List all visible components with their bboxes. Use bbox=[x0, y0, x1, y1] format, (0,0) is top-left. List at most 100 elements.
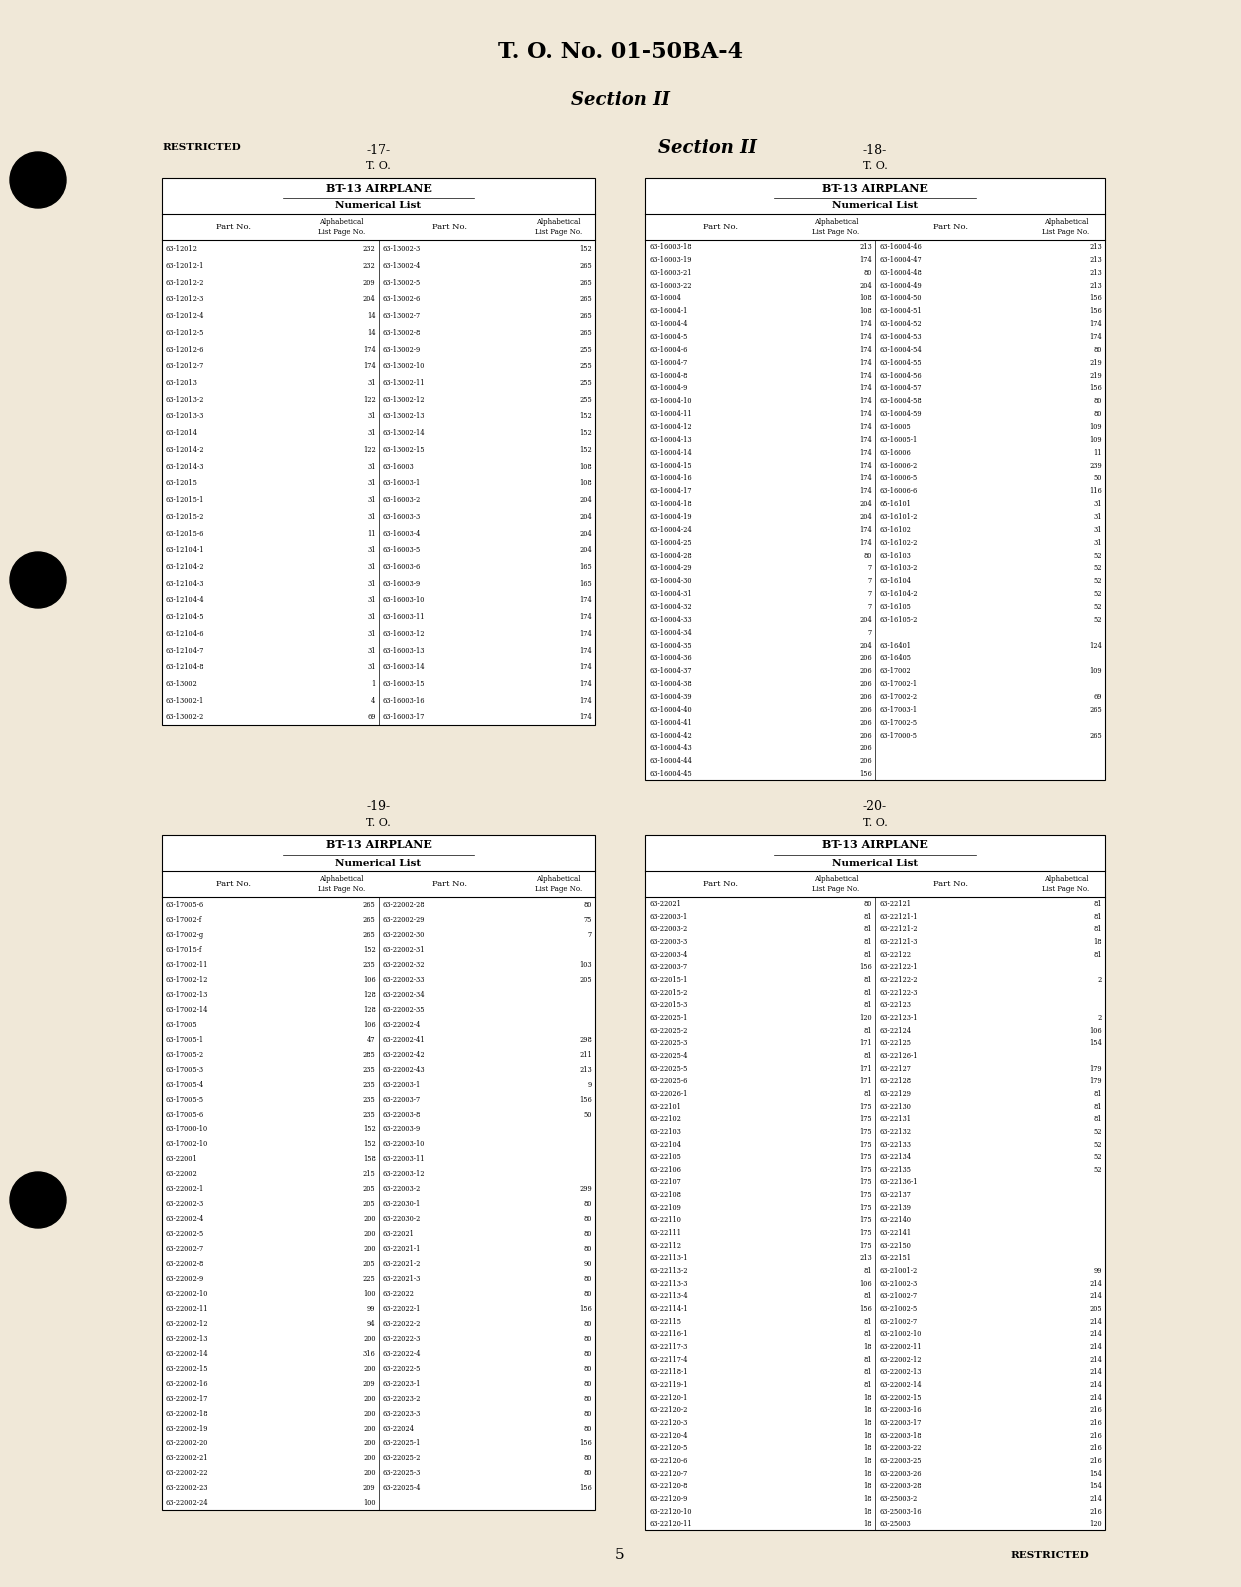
Text: 63-21002-10: 63-21002-10 bbox=[879, 1330, 921, 1338]
Text: 122: 122 bbox=[362, 446, 376, 454]
Text: 63-16006-2: 63-16006-2 bbox=[879, 462, 917, 470]
Text: 152: 152 bbox=[362, 1141, 376, 1149]
Text: 175: 175 bbox=[859, 1154, 872, 1162]
Text: 80: 80 bbox=[1093, 346, 1102, 354]
Text: 63-16004-56: 63-16004-56 bbox=[879, 371, 922, 379]
Text: 174: 174 bbox=[859, 359, 872, 367]
Text: 18: 18 bbox=[864, 1419, 872, 1427]
Text: 152: 152 bbox=[580, 246, 592, 254]
Text: 63-22108: 63-22108 bbox=[649, 1192, 681, 1200]
Text: 63-22002-34: 63-22002-34 bbox=[382, 990, 426, 998]
Text: 63-17005-6: 63-17005-6 bbox=[166, 1111, 204, 1119]
Text: 81: 81 bbox=[864, 1317, 872, 1325]
Text: 63-13002-10: 63-13002-10 bbox=[382, 362, 424, 370]
Text: 63-16004-51: 63-16004-51 bbox=[879, 308, 922, 316]
Text: 63-22110: 63-22110 bbox=[649, 1217, 681, 1225]
Text: 255: 255 bbox=[580, 362, 592, 370]
Text: 63-22117-4: 63-22117-4 bbox=[649, 1355, 688, 1363]
Text: 216: 216 bbox=[1090, 1508, 1102, 1516]
Text: BT-13 AIRPLANE: BT-13 AIRPLANE bbox=[325, 183, 432, 194]
Text: 63-22003-18: 63-22003-18 bbox=[879, 1431, 922, 1439]
Text: 63-16003-11: 63-16003-11 bbox=[382, 613, 424, 621]
Text: 174: 174 bbox=[1090, 321, 1102, 329]
Text: 94: 94 bbox=[367, 1320, 376, 1328]
Text: 216: 216 bbox=[1090, 1419, 1102, 1427]
Text: 63-22139: 63-22139 bbox=[879, 1205, 911, 1212]
Text: 158: 158 bbox=[362, 1155, 376, 1163]
Text: 63-22021: 63-22021 bbox=[649, 900, 681, 908]
Text: 63-16003-16: 63-16003-16 bbox=[382, 697, 424, 705]
Text: 63-16102-2: 63-16102-2 bbox=[879, 538, 917, 548]
Text: 156: 156 bbox=[1090, 308, 1102, 316]
Text: 63-22131: 63-22131 bbox=[879, 1116, 911, 1124]
Bar bbox=[163, 178, 594, 725]
Text: 216: 216 bbox=[1090, 1431, 1102, 1439]
Text: 63-16003-21: 63-16003-21 bbox=[649, 268, 691, 276]
Text: 109: 109 bbox=[1090, 424, 1102, 432]
Text: 63-22113-1: 63-22113-1 bbox=[649, 1254, 688, 1262]
Text: 63-22104: 63-22104 bbox=[649, 1141, 681, 1149]
Text: 63-22002-3: 63-22002-3 bbox=[166, 1200, 205, 1208]
Text: 174: 174 bbox=[362, 346, 376, 354]
Text: 265: 265 bbox=[580, 262, 592, 270]
Text: 18: 18 bbox=[864, 1495, 872, 1503]
Text: 81: 81 bbox=[864, 1090, 872, 1098]
Text: 63-22003-8: 63-22003-8 bbox=[382, 1111, 421, 1119]
Text: T. O.: T. O. bbox=[366, 160, 391, 171]
Text: 265: 265 bbox=[580, 313, 592, 321]
Text: Alphabetical
List Page No.: Alphabetical List Page No. bbox=[1042, 219, 1090, 235]
Text: 7: 7 bbox=[867, 565, 872, 573]
Text: 63-16004-6: 63-16004-6 bbox=[649, 346, 688, 354]
Text: 31: 31 bbox=[367, 463, 376, 471]
Text: 214: 214 bbox=[1090, 1317, 1102, 1325]
Text: 52: 52 bbox=[1093, 1128, 1102, 1136]
Text: 215: 215 bbox=[362, 1170, 376, 1178]
Text: 63-22132: 63-22132 bbox=[879, 1128, 911, 1136]
Text: 63-22002-12: 63-22002-12 bbox=[166, 1320, 208, 1328]
Text: 52: 52 bbox=[1093, 1141, 1102, 1149]
Text: 63-17000-10: 63-17000-10 bbox=[166, 1125, 208, 1133]
Text: Numerical List: Numerical List bbox=[831, 859, 918, 868]
Text: 63-21002-3: 63-21002-3 bbox=[879, 1279, 917, 1287]
Text: 63-22001: 63-22001 bbox=[166, 1155, 197, 1163]
Text: 255: 255 bbox=[580, 395, 592, 403]
Text: 63-16004-18: 63-16004-18 bbox=[649, 500, 691, 508]
Text: 63-22002-15: 63-22002-15 bbox=[166, 1365, 208, 1373]
Text: 63-22030-2: 63-22030-2 bbox=[382, 1216, 421, 1224]
Text: 174: 174 bbox=[580, 613, 592, 621]
Text: 128: 128 bbox=[362, 1006, 376, 1014]
Text: 63-16105-2: 63-16105-2 bbox=[879, 616, 917, 624]
Text: 216: 216 bbox=[1090, 1406, 1102, 1414]
Text: 63-22123-1: 63-22123-1 bbox=[879, 1014, 917, 1022]
Text: 174: 174 bbox=[859, 424, 872, 432]
Text: 63-22002-1: 63-22002-1 bbox=[166, 1185, 205, 1193]
Text: 63-12015-2: 63-12015-2 bbox=[166, 513, 205, 521]
Text: 63-22002-10: 63-22002-10 bbox=[166, 1290, 208, 1298]
Text: 109: 109 bbox=[1090, 668, 1102, 676]
Text: 63-16004-55: 63-16004-55 bbox=[879, 359, 922, 367]
Text: 63-16405: 63-16405 bbox=[879, 654, 911, 662]
Text: 214: 214 bbox=[1090, 1292, 1102, 1300]
Text: 52: 52 bbox=[1093, 590, 1102, 598]
Text: 171: 171 bbox=[859, 1078, 872, 1086]
Text: 174: 174 bbox=[580, 679, 592, 689]
Text: 80: 80 bbox=[583, 1230, 592, 1238]
Text: 81: 81 bbox=[864, 951, 872, 959]
Text: 63-22120-3: 63-22120-3 bbox=[649, 1419, 688, 1427]
Text: 52: 52 bbox=[1093, 616, 1102, 624]
Text: 63-22015-1: 63-22015-1 bbox=[649, 976, 688, 984]
Text: 63-17002-14: 63-17002-14 bbox=[166, 1006, 208, 1014]
Text: 209: 209 bbox=[362, 279, 376, 287]
Text: 63-22003-2: 63-22003-2 bbox=[382, 1185, 421, 1193]
Text: 63-16004-53: 63-16004-53 bbox=[879, 333, 922, 341]
Text: 31: 31 bbox=[367, 563, 376, 571]
Text: 213: 213 bbox=[580, 1066, 592, 1074]
Text: Section II: Section II bbox=[658, 140, 757, 157]
Text: 63-16004-40: 63-16004-40 bbox=[649, 706, 691, 714]
Text: 214: 214 bbox=[1090, 1343, 1102, 1351]
Text: 63-22120-9: 63-22120-9 bbox=[649, 1495, 688, 1503]
Text: T. O.: T. O. bbox=[862, 817, 887, 828]
Text: 265: 265 bbox=[580, 295, 592, 303]
Text: 11: 11 bbox=[367, 530, 376, 538]
Bar bbox=[645, 835, 1104, 1530]
